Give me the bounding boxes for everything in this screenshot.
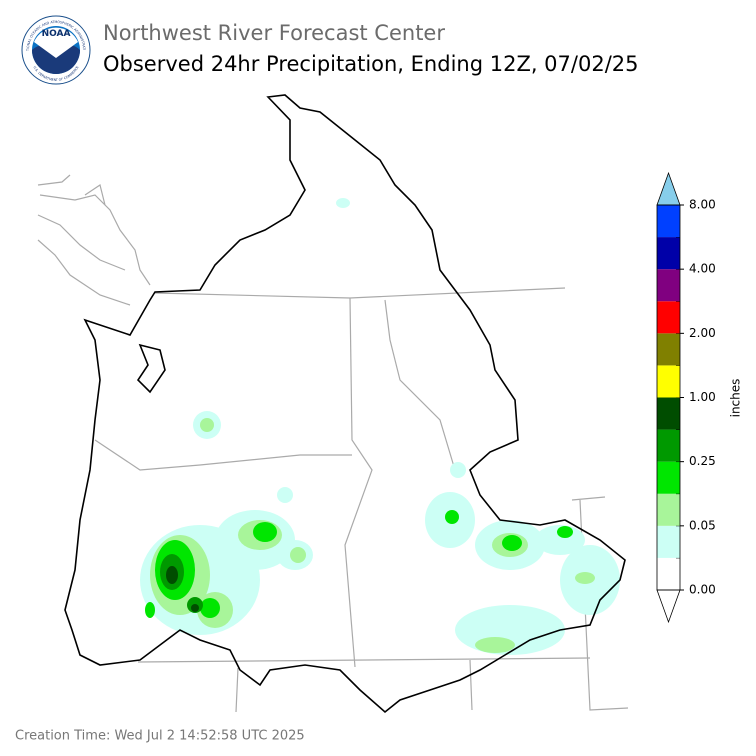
logo-text: NOAA	[42, 29, 71, 39]
colorbar-segment	[657, 237, 680, 270]
noaa-logo: NOAA NATIONAL OCEANIC AND ATMOSPHERIC AD…	[0, 0, 91, 85]
coastline-canada	[37, 174, 151, 306]
agency-title: Northwest River Forecast Center	[103, 21, 445, 45]
colorbar-segment	[657, 269, 680, 302]
colorbar-label: inches	[729, 379, 743, 418]
colorbar-tick-label: 0.25	[689, 454, 716, 468]
colorbar-tick-label: 4.00	[689, 262, 716, 276]
colorbar-tick-label: 2.00	[689, 326, 716, 340]
colorbar-segment	[657, 397, 680, 430]
colorbar-tick-label: 1.00	[689, 390, 716, 404]
colorbar-segment	[657, 333, 680, 366]
colorbar-segment	[657, 429, 680, 462]
colorbar-over	[656, 171, 681, 206]
colorbar-segment	[657, 301, 680, 334]
puget-sound	[136, 343, 166, 394]
colorbar-segment	[657, 461, 680, 494]
map-title: Observed 24hr Precipitation, Ending 12Z,…	[103, 52, 639, 76]
map	[37, 94, 629, 714]
colorbar-segment	[657, 525, 680, 558]
basin-outline	[64, 94, 626, 714]
colorbar-under	[656, 589, 681, 624]
colorbar-segment	[657, 557, 680, 590]
colorbar-segment	[657, 493, 680, 526]
state-borders	[94, 287, 629, 713]
colorbar-tick-label: 0.00	[689, 583, 716, 597]
colorbar-segment	[657, 365, 680, 398]
colorbar-tick-label: 0.05	[689, 518, 716, 532]
colorbar-tick-label: 8.00	[689, 198, 716, 212]
creation-time: Creation Time: Wed Jul 2 14:52:58 UTC 20…	[15, 729, 305, 744]
colorbar-segment	[657, 205, 680, 238]
precipitation	[140, 198, 620, 655]
colorbar: 0.00 0.05 0.25 1.00 2.00 4.00 8.00	[656, 171, 716, 624]
